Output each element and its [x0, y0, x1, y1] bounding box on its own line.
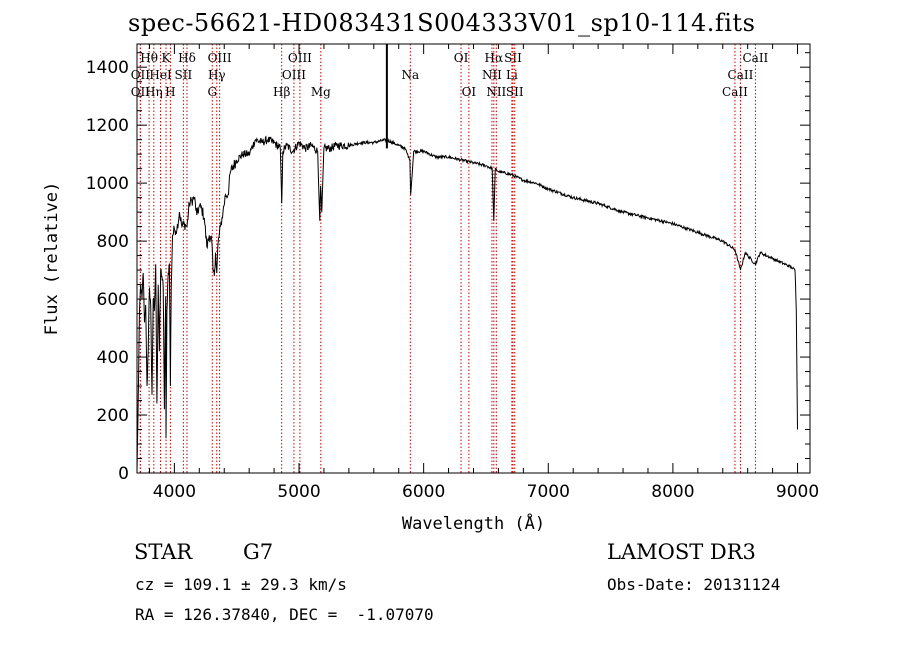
marker-label: OIII — [282, 68, 306, 82]
marker-label: Na — [401, 68, 419, 82]
marker-label: G — [207, 85, 217, 99]
marker-label: CaII — [722, 85, 748, 99]
marker-label: OIII — [208, 51, 232, 65]
y-tick-label: 0 — [118, 464, 129, 484]
redshift-cz: cz = 109.1 ± 29.3 km/s — [135, 575, 347, 594]
x-axis-label: Wavelength (Å) — [402, 512, 545, 534]
marker-label: Hα — [485, 51, 504, 65]
marker-label: K — [162, 51, 172, 65]
x-tick-label: 6000 — [402, 482, 445, 502]
y-tick-label: 1000 — [86, 174, 129, 194]
survey-label: LAMOST DR3 — [607, 540, 756, 564]
marker-label: OI — [462, 85, 477, 99]
marker-label: SII — [504, 51, 522, 65]
marker-label: NII — [482, 68, 502, 82]
marker-label: Mg — [311, 85, 331, 99]
y-tick-label: 200 — [97, 406, 129, 426]
marker-label: Hθ — [140, 51, 158, 65]
y-tick-label: 600 — [97, 290, 129, 310]
marker-label: Hδ — [178, 51, 196, 65]
marker-label: Hη — [145, 85, 163, 99]
marker-label: CaII — [742, 51, 768, 65]
axis-labels-group: Wavelength (Å) Flux (relative) — [42, 182, 545, 534]
spectrum-series-group — [136, 44, 798, 474]
object-class: STAR — [134, 540, 193, 564]
coordinates: RA = 126.37840, DEC = -1.07070 — [135, 605, 434, 624]
marker-label: Hγ — [208, 68, 226, 82]
y-tick-label: 800 — [97, 232, 129, 252]
marker-label: CaII — [728, 68, 754, 82]
marker-label: OII — [131, 85, 151, 99]
x-tick-label: 9000 — [776, 482, 819, 502]
obs-date: Obs-Date: 20131124 — [607, 575, 781, 594]
x-tick-label: 8000 — [651, 482, 694, 502]
marker-label: NII — [486, 85, 506, 99]
x-tick-label: 7000 — [527, 482, 570, 502]
x-tick-label: 4000 — [153, 482, 196, 502]
y-axis-label: Flux (relative) — [42, 182, 62, 336]
marker-label: HeI — [149, 68, 172, 82]
marker-label: SII — [506, 85, 524, 99]
marker-label: Li — [506, 68, 518, 82]
plot-frame — [136, 43, 811, 474]
y-tick-label: 1200 — [86, 116, 129, 136]
x-tick-label: 5000 — [277, 482, 320, 502]
marker-label: H — [165, 85, 175, 99]
axis-ticks-group: 4000 5000 6000 7000 8000 9000 0 200 400 600 800 100… — [86, 44, 819, 502]
y-tick-label: 1400 — [86, 58, 129, 78]
spectrum-line-0 — [136, 135, 798, 474]
marker-label: OIII — [288, 51, 312, 65]
chart-title: spec-56621-HD083431S004333V01_sp10-114.f… — [128, 9, 756, 37]
marker-label: OII — [131, 68, 151, 82]
marker-label: SII — [175, 68, 193, 82]
marker-label: OI — [454, 51, 469, 65]
y-tick-label: 400 — [97, 348, 129, 368]
spectral-subclass: G7 — [243, 540, 274, 564]
marker-label: Hβ — [273, 85, 290, 99]
